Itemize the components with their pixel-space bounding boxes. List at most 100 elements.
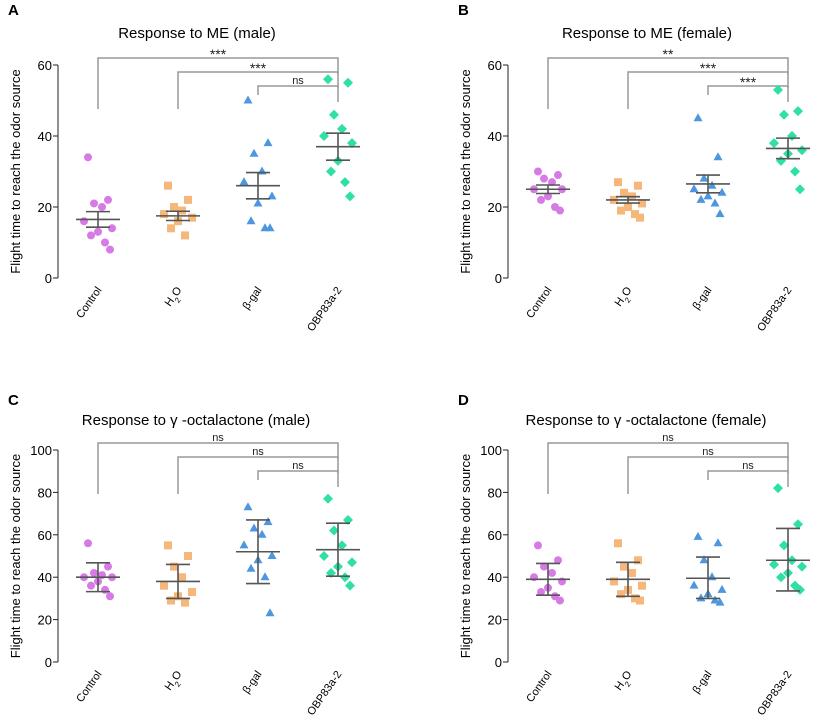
significance-label: ***	[700, 60, 717, 76]
data-point	[713, 152, 723, 161]
data-point	[164, 181, 172, 190]
x-tick-label: β-gal	[690, 669, 714, 696]
y-tick-label: 40	[38, 570, 52, 585]
y-tick-label: 20	[38, 613, 52, 628]
y-tick-label: 60	[38, 528, 52, 543]
y-tick-label: 60	[488, 528, 502, 543]
x-tick-label: Control	[524, 669, 554, 705]
y-tick-label: 60	[488, 58, 502, 73]
x-tick-label: OBP83a-2	[755, 669, 794, 718]
data-point	[693, 531, 703, 540]
significance-bracket	[97, 442, 339, 494]
x-tick-label: H2O	[613, 284, 638, 310]
data-point	[769, 559, 779, 570]
chart-title: Response to ME (male)	[118, 25, 276, 42]
significance-label: ns	[252, 446, 264, 458]
data-point	[614, 539, 622, 548]
data-point	[537, 195, 545, 204]
data-point	[239, 177, 249, 186]
data-point	[108, 224, 116, 233]
data-point	[636, 213, 644, 222]
data-point	[790, 166, 800, 177]
significance-label: ns	[742, 460, 754, 472]
y-tick-label: 40	[488, 129, 502, 144]
significance-bracket	[257, 85, 339, 102]
significance-bracket	[177, 71, 339, 109]
data-point	[188, 213, 196, 222]
data-point	[160, 581, 168, 590]
x-tick-label: Control	[524, 285, 554, 321]
significance-bracket	[97, 57, 339, 109]
data-point	[253, 198, 263, 207]
data-point	[249, 523, 259, 532]
data-point	[776, 155, 786, 166]
data-point	[164, 541, 172, 550]
data-point	[554, 556, 562, 565]
x-tick-label: OBP83a-2	[305, 669, 344, 718]
data-point	[323, 74, 333, 85]
significance-bracket	[707, 470, 789, 487]
data-point	[246, 563, 256, 572]
data-point	[631, 594, 639, 603]
data-point	[540, 562, 548, 571]
y-axis-label: Flight time to reach the odor source	[458, 69, 473, 274]
data-point	[699, 555, 709, 564]
data-point	[347, 138, 357, 149]
data-point	[703, 191, 713, 200]
data-point	[84, 153, 92, 162]
significance-label: ***	[210, 46, 227, 62]
y-tick-label: 0	[45, 655, 52, 670]
data-point	[634, 181, 642, 190]
data-point	[345, 580, 355, 591]
panel-letter: A	[8, 2, 19, 19]
significance-label: ***	[740, 74, 757, 90]
data-point	[614, 178, 622, 187]
significance-bracket	[547, 442, 789, 494]
data-point	[329, 525, 339, 536]
data-point	[260, 572, 270, 581]
data-point	[779, 540, 789, 551]
panel-a: A Response to ME (male) Flight time to rea…	[8, 2, 360, 334]
y-tick-label: 40	[38, 129, 52, 144]
y-tick-label: 20	[38, 200, 52, 215]
panel-c: C Response to γ -octalactone (male) Flight…	[8, 392, 360, 718]
y-axis-label: Flight time to reach the odor source	[8, 454, 23, 659]
data-point	[556, 596, 564, 605]
data-point	[628, 568, 636, 577]
data-point	[181, 231, 189, 240]
data-point	[689, 184, 699, 193]
significance-label: ns	[702, 446, 714, 458]
data-point	[631, 210, 639, 219]
panel-letter: B	[458, 2, 469, 19]
data-point	[713, 538, 723, 547]
significance-bracket	[177, 456, 339, 494]
data-point	[343, 77, 353, 88]
data-point	[347, 557, 357, 568]
y-tick-label: 40	[488, 570, 502, 585]
data-point	[715, 597, 725, 606]
data-point	[101, 238, 109, 247]
data-point	[634, 556, 642, 565]
data-point	[696, 593, 706, 602]
data-point	[337, 123, 347, 134]
data-point	[160, 210, 168, 219]
data-point	[181, 598, 189, 607]
chart-title: Response to γ -octalactone (female)	[526, 412, 767, 429]
significance-label: ns	[662, 432, 674, 444]
data-point	[337, 540, 347, 551]
data-point	[779, 109, 789, 120]
data-point	[710, 198, 720, 207]
y-tick-label: 0	[495, 655, 502, 670]
data-point	[249, 148, 259, 157]
data-point	[554, 171, 562, 180]
x-tick-label: H2O	[163, 284, 188, 310]
data-point	[329, 109, 339, 120]
data-point	[534, 541, 542, 550]
data-point	[87, 581, 95, 590]
data-point	[267, 551, 277, 559]
data-point	[797, 145, 807, 156]
data-point	[776, 572, 786, 583]
data-point	[340, 177, 350, 188]
data-point	[620, 188, 628, 197]
